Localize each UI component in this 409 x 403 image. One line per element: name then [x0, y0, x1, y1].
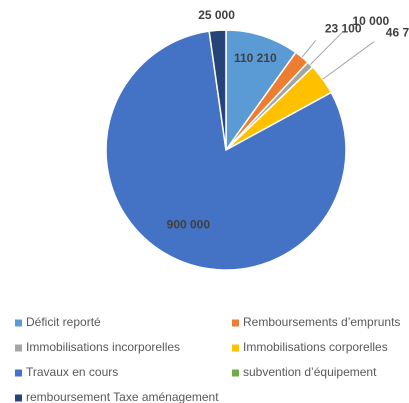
legend-label: subvention d’équipement — [243, 365, 377, 379]
legend-swatch — [15, 394, 22, 402]
data-label: 46 700 — [386, 25, 409, 39]
legend-label: Remboursements d’emprunts — [243, 315, 400, 329]
leader-line — [301, 40, 317, 58]
legend-swatch — [232, 344, 239, 352]
pie-slice — [208, 29, 227, 151]
legend-swatch — [232, 319, 239, 327]
data-label: 25 000 — [198, 8, 235, 22]
legend-label: Travaux en cours — [26, 365, 118, 379]
legend-swatch — [15, 344, 22, 352]
legend-label: Déficit reporté — [26, 315, 101, 329]
data-label: 900 000 — [167, 217, 211, 231]
legend-label: Immobilisations corporelles — [243, 340, 388, 354]
legend-label: remboursement Taxe aménagement — [26, 390, 219, 403]
leader-line — [309, 31, 343, 65]
data-label: 110 210 — [234, 51, 277, 65]
legend-label: Immobilisations incorporelles — [26, 340, 180, 354]
leader-line — [322, 41, 375, 80]
pie-slice — [105, 30, 347, 271]
data-label: 10 000 — [353, 14, 390, 28]
data-label: 23 100 — [325, 21, 362, 35]
legend-swatch — [15, 369, 22, 377]
legend-swatch — [15, 319, 22, 327]
legend-swatch — [232, 369, 239, 377]
pie-slice — [225, 29, 297, 153]
